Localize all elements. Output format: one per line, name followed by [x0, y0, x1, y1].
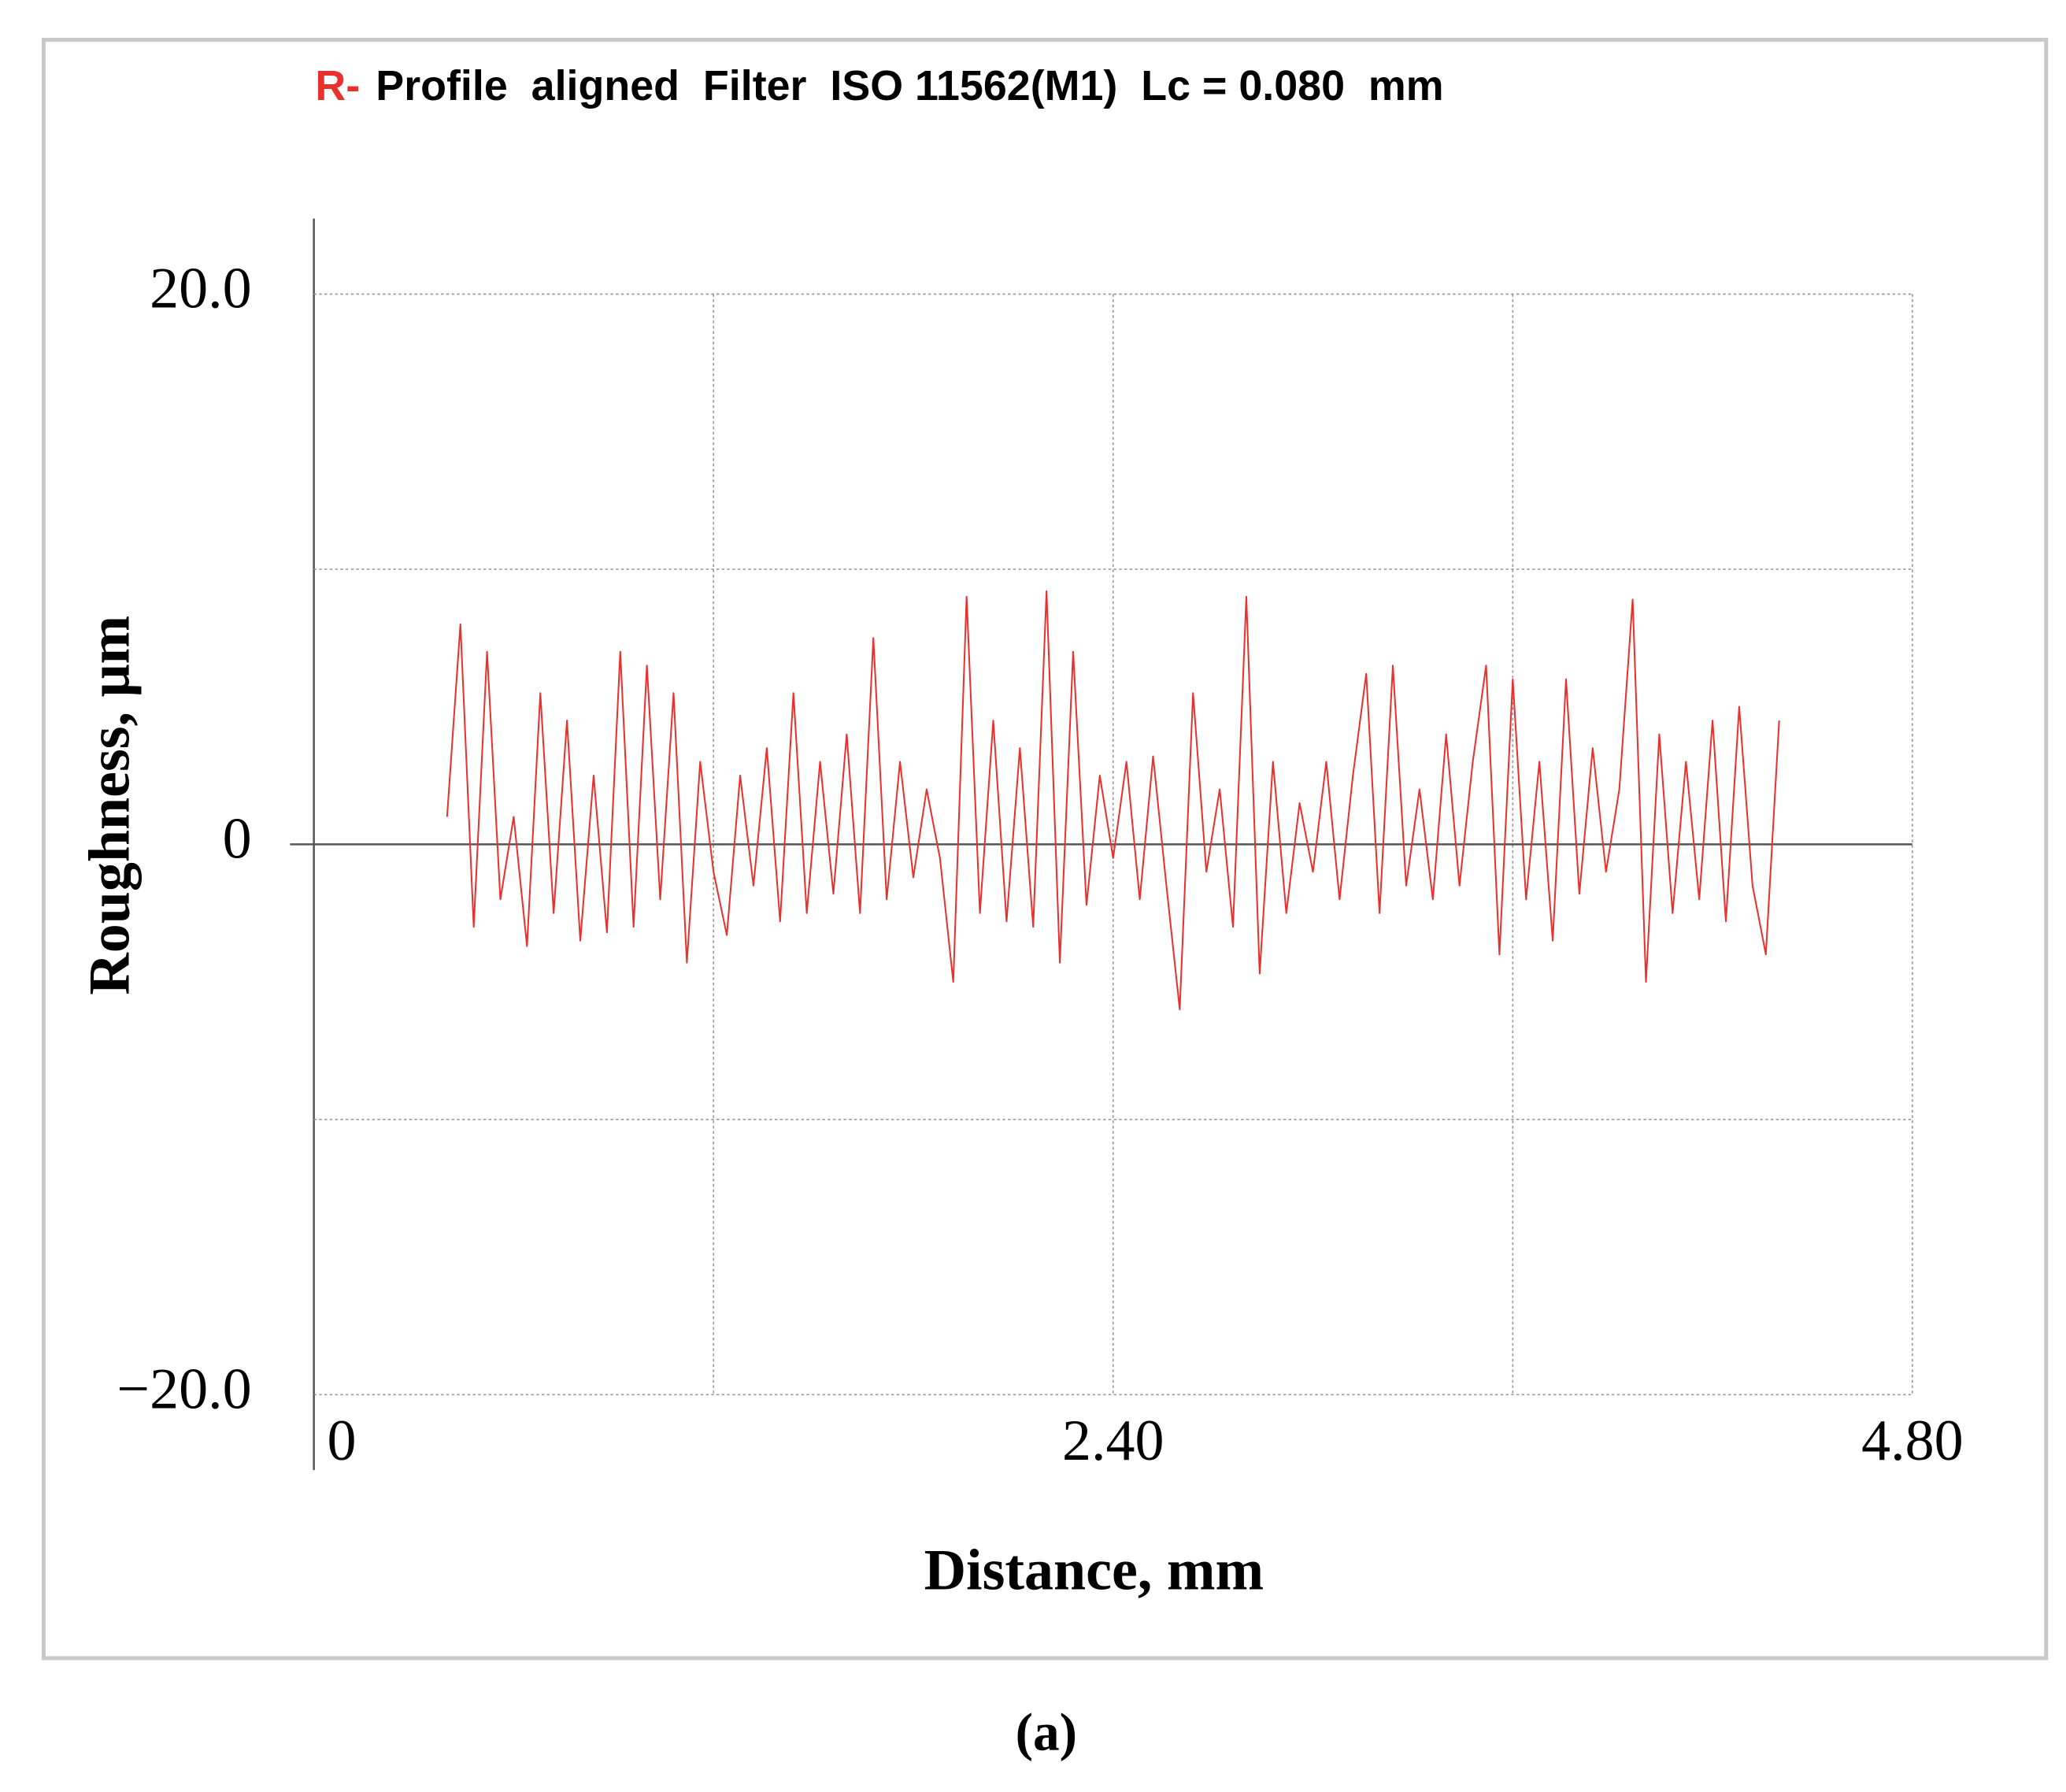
chart-frame: [41, 38, 2049, 1661]
y-tick-label: 0: [223, 806, 252, 871]
chart-title: R- Profile aligned Filter ISO 11562(M1) L…: [315, 62, 1443, 109]
x-tick-label: 0: [327, 1409, 356, 1473]
y-axis-label: Roughness, μm: [77, 616, 142, 995]
title-prefix: R-: [315, 62, 360, 109]
x-tick-label: 2.40: [1062, 1409, 1164, 1473]
caption: (a): [1016, 1702, 1077, 1761]
x-axis-label: Distance, mm: [924, 1538, 1264, 1603]
x-tick-label: 4.80: [1861, 1409, 1964, 1473]
title-text: Profile aligned Filter ISO 11562(M1) Lc …: [376, 62, 1443, 109]
profile-line: [446, 590, 1780, 1011]
y-tick-label: 20.0: [150, 256, 252, 320]
y-tick-label: −20.0: [117, 1357, 251, 1421]
